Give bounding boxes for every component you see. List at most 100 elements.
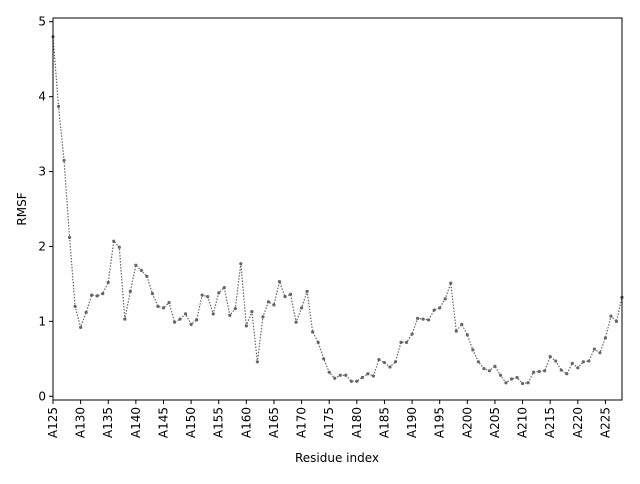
x-tick-label: A205 (488, 407, 502, 438)
y-tick-label: 5 (38, 15, 46, 29)
data-point-A147 (172, 320, 177, 324)
data-point-A132 (90, 293, 94, 297)
data-point-A189 (404, 340, 409, 344)
data-point-A141 (139, 268, 143, 273)
data-point-A219 (570, 361, 574, 365)
data-point-A185 (382, 360, 387, 365)
x-tick-label: A195 (433, 407, 447, 438)
data-point-A161 (250, 310, 254, 314)
data-point-A203 (482, 366, 486, 371)
y-tick-label: 0 (38, 389, 46, 403)
data-point-A172 (311, 330, 315, 334)
data-point-A184 (377, 357, 381, 362)
data-point-A204 (487, 369, 492, 373)
data-point-A152 (200, 293, 204, 297)
data-point-A195 (438, 306, 442, 310)
data-point-A215 (548, 354, 552, 359)
data-point-A198 (454, 329, 458, 333)
data-point-A206 (498, 373, 503, 377)
data-point-A194 (432, 308, 436, 312)
y-tick-label: 3 (38, 165, 46, 179)
data-point-A227 (614, 319, 619, 323)
data-point-A187 (393, 360, 398, 364)
x-tick-label: A130 (74, 407, 88, 438)
data-point-A188 (399, 340, 403, 344)
data-point-A143 (150, 292, 155, 296)
x-tick-label: A200 (460, 407, 474, 438)
y-tick-label: 1 (38, 314, 46, 328)
data-point-A197 (449, 281, 453, 285)
data-point-A163 (261, 315, 265, 319)
data-point-A211 (526, 381, 530, 385)
x-tick-label: A185 (377, 407, 391, 438)
data-point-A160 (244, 324, 248, 328)
data-point-A177 (338, 373, 342, 377)
data-point-A171 (305, 289, 309, 293)
data-point-A226 (609, 314, 613, 318)
data-point-A179 (349, 379, 353, 383)
data-point-A224 (598, 351, 602, 355)
x-axis-label: Residue index (295, 451, 379, 465)
data-point-A220 (576, 366, 580, 370)
data-point-A169 (294, 320, 298, 324)
data-point-A155 (217, 291, 221, 295)
data-point-A193 (427, 318, 431, 322)
data-point-A145 (161, 306, 166, 310)
data-point-A150 (189, 322, 193, 326)
data-point-A159 (239, 262, 243, 266)
data-point-A180 (355, 379, 359, 383)
data-point-A221 (581, 360, 585, 364)
plot-frame (52, 17, 623, 401)
data-point-A201 (471, 348, 475, 352)
data-point-A167 (283, 295, 287, 299)
x-tick-label: A170 (295, 407, 309, 438)
data-point-A190 (410, 332, 414, 336)
data-point-A178 (344, 373, 348, 377)
x-tick-label: A210 (516, 407, 530, 438)
data-point-A216 (554, 359, 558, 363)
x-axis: A125 A130 A135 A140 A145 A150 A155 A160 A165 A170… (46, 400, 612, 438)
x-tick-label: A190 (405, 407, 419, 438)
data-point-A137 (117, 245, 121, 249)
plot-marks (51, 35, 624, 386)
data-point-A148 (178, 317, 182, 321)
data-point-A149 (183, 312, 188, 316)
x-tick-label: A225 (598, 407, 612, 438)
data-point-A183 (371, 374, 376, 378)
data-point-A222 (587, 359, 591, 363)
data-point-A156 (222, 286, 226, 290)
data-point-A218 (565, 372, 569, 376)
data-point-A176 (333, 376, 337, 380)
data-point-A210 (520, 381, 525, 386)
x-tick-label: A135 (101, 407, 115, 438)
x-tick-label: A160 (239, 407, 253, 438)
data-point-A186 (388, 365, 392, 369)
data-point-A192 (421, 317, 425, 321)
data-point-A207 (504, 381, 508, 385)
data-point-A175 (327, 370, 331, 374)
rmsf-line (52, 36, 623, 385)
y-tick-label: 4 (38, 90, 46, 104)
data-point-A174 (322, 357, 326, 361)
data-point-A166 (277, 280, 282, 284)
data-point-A139 (128, 289, 132, 293)
y-axis-label: RMSF (15, 192, 29, 225)
data-point-A158 (233, 307, 237, 311)
y-tick-label: 2 (38, 239, 46, 253)
data-point-A162 (255, 360, 259, 364)
x-tick-label: A150 (184, 407, 198, 438)
data-point-A199 (460, 322, 464, 326)
data-point-A173 (316, 340, 320, 344)
data-point-A133 (95, 294, 99, 298)
data-point-A217 (559, 368, 563, 372)
data-point-A135 (106, 280, 110, 285)
data-point-A129 (73, 304, 77, 308)
data-point-A157 (228, 313, 232, 317)
data-point-A142 (145, 274, 149, 279)
data-point-A202 (476, 360, 480, 364)
x-tick-label: A145 (156, 407, 170, 438)
x-tick-label: A155 (212, 407, 226, 438)
data-point-A151 (195, 318, 199, 322)
data-point-A209 (515, 375, 519, 380)
